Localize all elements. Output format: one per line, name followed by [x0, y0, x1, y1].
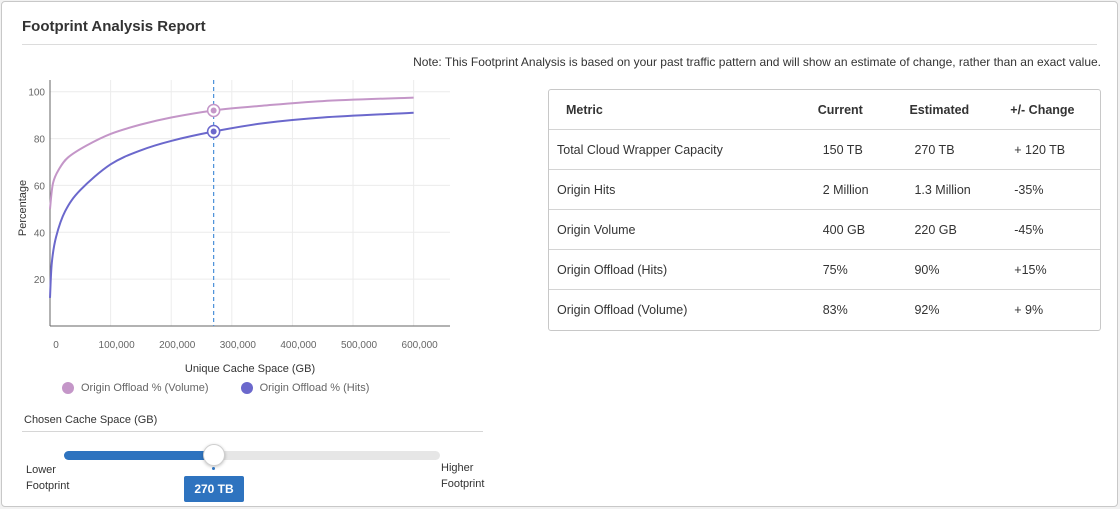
table-row: Origin Offload (Hits) 75% 90% +15%	[549, 250, 1100, 290]
marker-point-hits	[210, 128, 217, 135]
title-divider	[22, 44, 1097, 45]
slider-title: Chosen Cache Space (GB)	[24, 414, 158, 426]
x-tick-label: 0	[53, 340, 59, 351]
table-row: Origin Offload (Volume) 83% 92% + 9%	[549, 290, 1100, 330]
cell-change: + 120 TB	[996, 130, 1100, 170]
x-tick-label: 300,000	[220, 340, 257, 351]
table-header-row: Metric Current Estimated +/- Change	[549, 90, 1100, 130]
slider-divider	[22, 431, 483, 432]
cell-estimated: 1.3 Million	[899, 170, 997, 210]
x-tick-label: 200,000	[159, 340, 196, 351]
cell-metric: Origin Offload (Hits)	[549, 250, 803, 290]
slider-value-badge: 270 TB	[184, 476, 244, 502]
slider-fill	[64, 451, 215, 460]
header-current: Current	[802, 90, 900, 130]
cell-current: 2 Million	[802, 170, 900, 210]
x-tick-label: 500,000	[341, 340, 378, 351]
legend-dot-hits	[240, 382, 253, 394]
y-tick-label: 20	[34, 275, 46, 286]
y-axis-title: Percentage	[17, 180, 29, 236]
y-tick-label: 80	[34, 135, 46, 146]
legend-label-hits: Origin Offload % (Hits)	[259, 382, 370, 394]
table-row: Origin Volume 400 GB 220 GB -45%	[549, 210, 1100, 250]
cell-metric: Origin Hits	[549, 170, 803, 210]
slider-thumb[interactable]	[203, 444, 226, 466]
cell-change: +15%	[996, 250, 1100, 290]
cell-estimated: 270 TB	[899, 130, 997, 170]
analysis-note: Note: This Footprint Analysis is based o…	[413, 55, 1101, 69]
y-tick-label: 100	[28, 88, 45, 99]
marker-point-volume	[210, 107, 217, 114]
table-row: Origin Hits 2 Million 1.3 Million -35%	[549, 170, 1100, 210]
cell-current: 400 GB	[802, 210, 900, 250]
x-axis-title: Unique Cache Space (GB)	[185, 363, 315, 375]
cell-metric: Origin Volume	[549, 210, 803, 250]
cell-metric: Total Cloud Wrapper Capacity	[549, 130, 803, 170]
cell-current: 75%	[802, 250, 900, 290]
cell-estimated: 220 GB	[899, 210, 997, 250]
x-tick-label: 100,000	[99, 340, 136, 351]
legend-item-volume[interactable]: Origin Offload % (Volume)	[62, 382, 209, 394]
header-estimated: Estimated	[899, 90, 997, 130]
cell-change: + 9%	[1014, 303, 1044, 317]
series-line-hits	[49, 111, 414, 298]
x-tick-label: 400,000	[280, 340, 317, 351]
series-line-volume	[49, 96, 414, 209]
x-tick-label: 600,000	[402, 340, 439, 351]
cell-estimated: 92%	[914, 303, 940, 317]
table-row: Total Cloud Wrapper Capacity 150 TB 270 …	[549, 130, 1100, 170]
y-tick-label: 40	[34, 228, 46, 239]
legend-label-volume: Origin Offload % (Volume)	[81, 382, 209, 394]
legend-item-hits[interactable]: Origin Offload % (Hits)	[240, 382, 370, 394]
page-title: Footprint Analysis Report	[22, 18, 206, 35]
header-metric: Metric	[549, 90, 803, 130]
chart-legend: Origin Offload % (Volume) Origin Offload…	[62, 382, 369, 394]
y-tick-label: 60	[34, 181, 46, 192]
cell-change: -35%	[996, 170, 1100, 210]
cell-estimated: 90%	[899, 250, 997, 290]
legend-dot-volume	[62, 382, 74, 394]
cell-change: -45%	[996, 210, 1100, 250]
cache-space-slider[interactable]	[64, 444, 440, 466]
header-change: +/- Change	[996, 90, 1100, 130]
cell-current: 150 TB	[802, 130, 900, 170]
offload-chart: 0 100,000 200,000 300,000 400,000 500,000 600,…	[17, 80, 450, 375]
metrics-table: Metric Current Estimated +/- Change Tota…	[548, 89, 1101, 331]
slider-lower-label: Lower Footprint	[26, 464, 70, 492]
slider-higher-label: Higher Footprint	[441, 462, 485, 490]
cell-metric: Origin Offload (Volume)	[557, 303, 688, 317]
cell-current: 83%	[822, 303, 848, 317]
slider-value-pointer	[212, 467, 215, 470]
